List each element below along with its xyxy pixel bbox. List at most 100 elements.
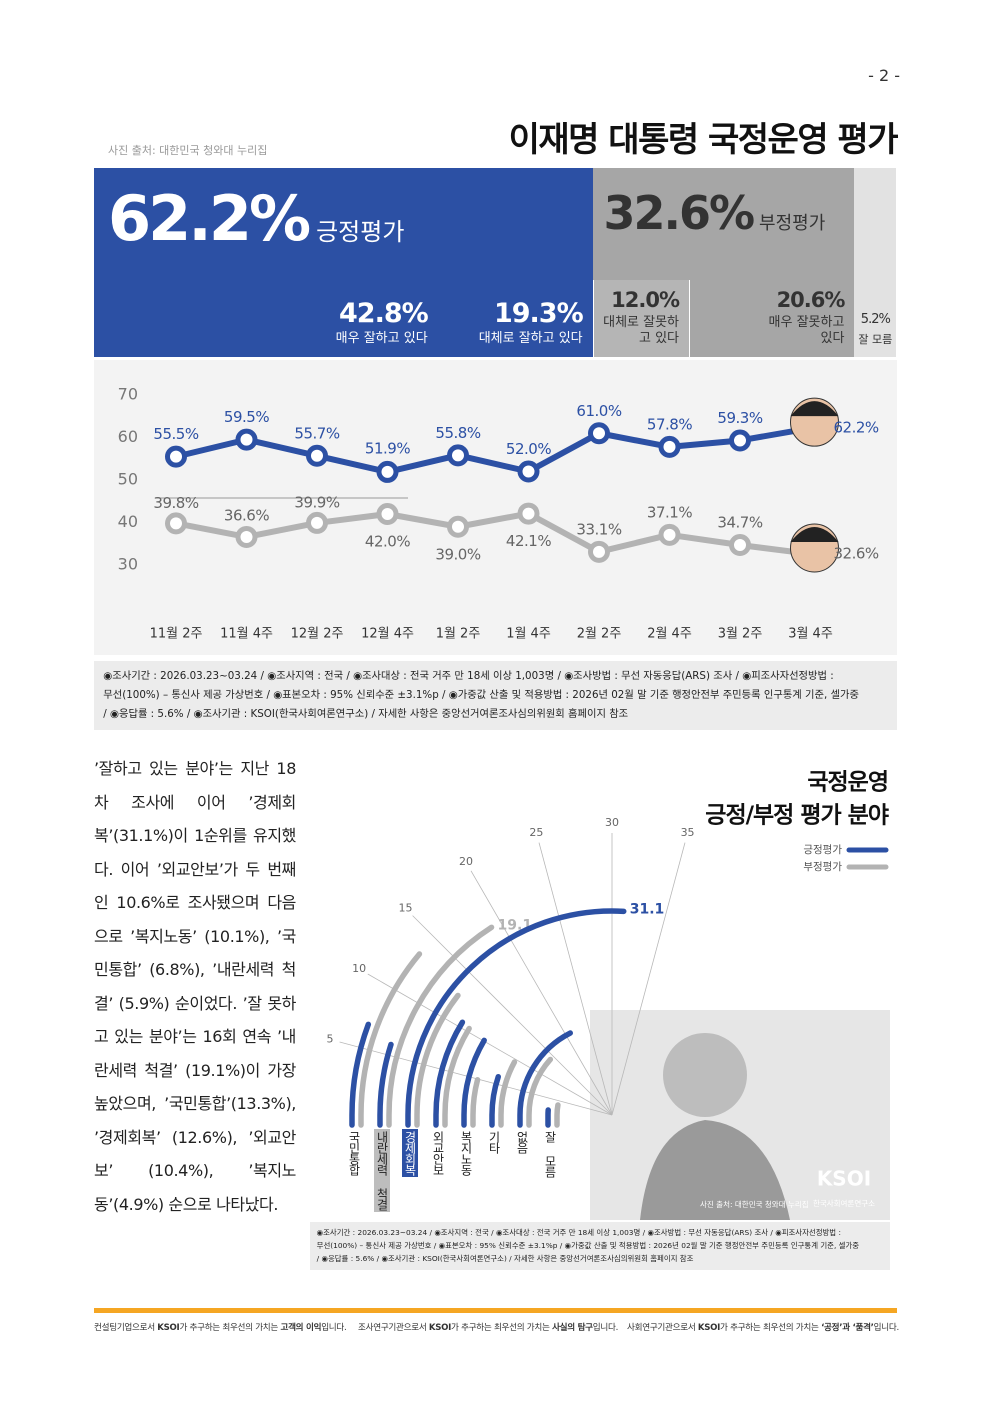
footer-emphasis: 고객의 이익	[280, 1323, 322, 1333]
value-label: 55.5%	[153, 425, 198, 443]
footer-lead: 조사연구기관으로서	[358, 1323, 429, 1333]
chart-title: 긍정/부정 평가 분야	[705, 803, 889, 829]
footer-lead: 사회연구기관으로서	[627, 1323, 698, 1333]
value-label: 32.6%	[834, 544, 879, 562]
axis-spoke	[611, 842, 686, 1116]
series-point	[588, 422, 610, 445]
axis-spoke	[470, 870, 613, 1116]
y-tick-label: 30	[118, 555, 138, 574]
photo-logo: KSOI	[817, 1167, 871, 1191]
series-point	[165, 445, 187, 468]
radial-bar	[554, 1102, 561, 1128]
footer-end: 입니다.	[592, 1323, 619, 1333]
series-point	[517, 502, 540, 525]
photo-credit: 사진 출처: 대한민국 청와대 누리집	[108, 144, 268, 157]
radial-bar	[377, 1041, 394, 1128]
value-label: 39.9%	[294, 493, 339, 511]
footer-emphasis: 사실의 탐구	[552, 1323, 593, 1333]
y-tick-label: 50	[118, 470, 138, 489]
value-label: 52.0%	[506, 440, 551, 458]
series-point	[376, 503, 399, 525]
x-tick-label: 3월 2주	[718, 627, 763, 642]
series-point	[235, 525, 258, 548]
note-line: / ◉응답률 : 5.6% / ◉조사기관 : KSOI(한국사회여론연구소) …	[316, 1254, 694, 1264]
value-label: 57.8%	[647, 415, 692, 433]
series-point	[165, 512, 187, 535]
summary-segment: 42.8% 매우 잘하고 있다	[94, 280, 438, 357]
category-label: 복지노동	[459, 1131, 473, 1175]
summary-segment: 12.0% 대체로 잘못하고 있다	[592, 280, 690, 357]
series-point	[658, 435, 681, 458]
value-label: 37.1%	[647, 503, 692, 521]
radial-bar	[470, 1076, 481, 1128]
x-tick-label: 2월 2주	[577, 627, 622, 642]
segment-value: 42.8%	[339, 298, 429, 330]
series-point	[306, 444, 328, 467]
y-tick-label: 70	[118, 385, 138, 404]
footer-middle: 가 추구하는 최우선의 가치는	[179, 1323, 281, 1333]
axis-tick-label: 35	[681, 826, 695, 839]
legend-label: 부정평가	[803, 861, 842, 873]
segment-label: 대체로 잘하고 있다	[478, 330, 583, 346]
note-line: 무선(100%) – 통신사 제공 가상번호 / ◉표본오차 : 95% 신뢰수…	[103, 689, 859, 702]
axis-spoke	[538, 842, 613, 1116]
value-label: 34.7%	[717, 514, 762, 532]
x-tick-label: 1월 4주	[506, 627, 551, 642]
category-label: 내란세력 척결	[374, 1129, 390, 1212]
value-label: 55.8%	[435, 424, 480, 442]
footer-slogan: 조사연구기관으로서 KSOI가 추구하는 최우선의 가치는 사실의 탐구입니다.	[358, 1321, 618, 1333]
category-label: 외교안보	[431, 1131, 445, 1175]
footer-brand: KSOI	[697, 1323, 721, 1333]
series-point	[729, 534, 751, 557]
value-label: 59.5%	[224, 408, 269, 426]
axis-tick-label: 20	[459, 855, 473, 868]
series-point	[376, 460, 399, 483]
x-tick-label: 12월 2주	[291, 627, 344, 642]
category-label: 잘 모름	[543, 1131, 557, 1177]
note-line: ◉조사기간 : 2026.03.23~03.24 / ◉조사지역 : 전국 / …	[316, 1228, 841, 1238]
segment-value: 5.2%	[860, 311, 891, 327]
axis-tick-label: 5	[326, 1032, 333, 1045]
survey-note: ◉조사기간 : 2026.03.23~03.24 / ◉조사지역 : 전국 / …	[94, 661, 897, 731]
footer-end: 입니다.	[321, 1323, 347, 1333]
radial-bar	[349, 1021, 372, 1128]
segment-label: 잘 모름	[858, 333, 893, 347]
footer-middle: 가 추구하는 최우선의 가치는	[451, 1323, 553, 1333]
face-hair	[790, 401, 839, 417]
radial-bar	[405, 908, 627, 1128]
value-label: 55.7%	[294, 424, 339, 442]
footer-brand: KSOI	[157, 1323, 180, 1333]
series-point	[235, 428, 258, 451]
axis-spoke	[367, 973, 613, 1116]
value-label: 42.0%	[365, 533, 410, 551]
value-label: 36.6%	[224, 506, 269, 524]
x-tick-label: 12월 4주	[361, 627, 414, 642]
radial-bar	[526, 1056, 554, 1128]
category-label: 기타	[487, 1131, 501, 1153]
radial-bar	[386, 924, 495, 1128]
series-point	[729, 429, 751, 452]
page-title: 이재명 대통령 국정운영 평가	[508, 120, 899, 160]
line-chart-bg	[94, 360, 897, 655]
footer-slogan: 컨설팅기업으로서 KSOI가 추구하는 최우선의 가치는 고객의 이익입니다.	[94, 1321, 347, 1333]
value-label: 59.3%	[717, 409, 762, 427]
y-tick-label: 60	[118, 427, 138, 446]
axis-tick-label: 25	[529, 826, 543, 839]
negative-label: 부정평가	[759, 213, 826, 234]
footer-middle: 가 추구하는 최우선의 가치는	[720, 1323, 822, 1333]
series-point	[517, 460, 540, 483]
negative-block: 32.6% 부정평가	[593, 168, 856, 280]
value-label: 39.0%	[435, 545, 480, 563]
value-label: 42.1%	[506, 532, 551, 550]
page-number: - 2 -	[868, 66, 900, 85]
axis-tick-label: 30	[605, 816, 619, 829]
x-tick-label: 3월 4주	[788, 627, 833, 642]
series-line	[175, 510, 811, 557]
photo-figure	[640, 1120, 790, 1220]
axis-tick-label: 15	[399, 902, 413, 915]
footer-emphasis: ‘공정’과 ‘품격’	[821, 1323, 874, 1333]
note-line: 무선(100%) – 통신사 제공 가상번호 / ◉표본오차 : 95% 신뢰수…	[316, 1241, 860, 1251]
axis-tick-label: 10	[352, 962, 366, 975]
